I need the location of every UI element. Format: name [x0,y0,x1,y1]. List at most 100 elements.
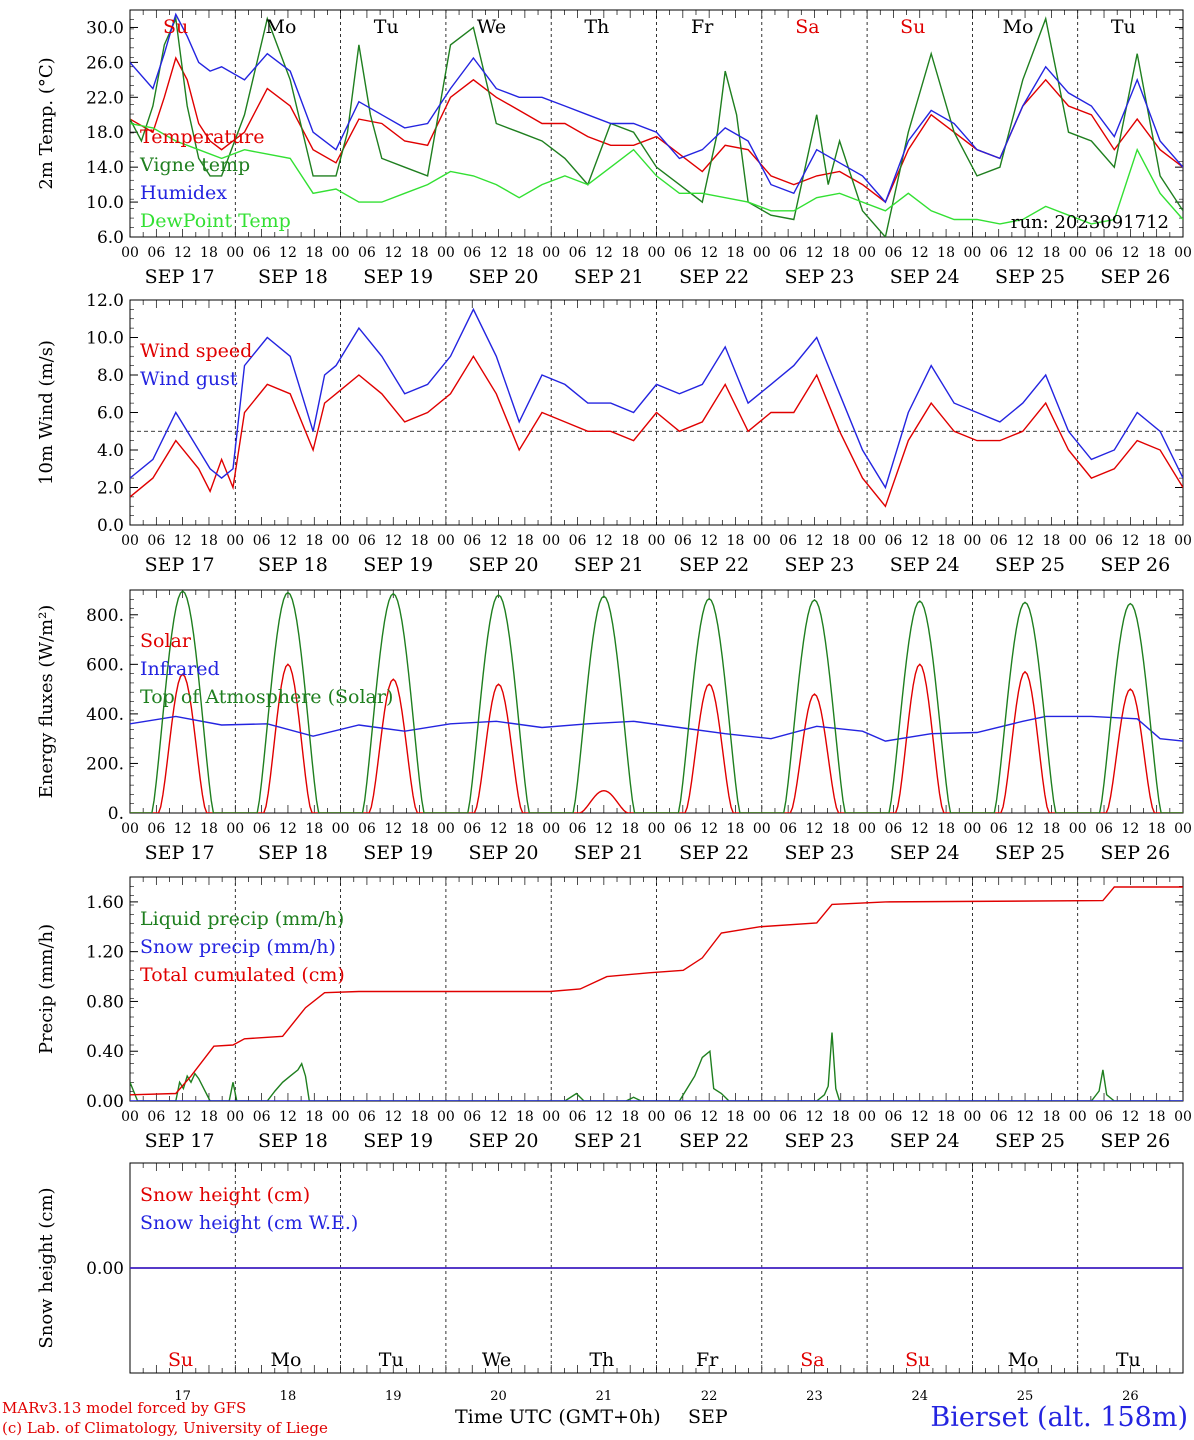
hour-tick-label: 06 [885,533,903,549]
hour-tick-label: 06 [990,245,1008,261]
date-label: SEP 21 [574,1130,644,1152]
hour-tick-label: 06 [463,533,481,549]
hour-tick-label: 00 [1069,533,1087,549]
hour-tick-label: 06 [674,1109,692,1125]
hour-tick-label: 06 [569,1109,587,1125]
weekday-label: Tu [374,16,399,38]
hour-tick-label: 00 [858,533,876,549]
y-tick-label: 0.0 [97,516,124,536]
day-number: 20 [490,1389,507,1404]
date-label: SEP 24 [890,266,960,288]
run-label: run: 2023091712 [1011,212,1169,233]
hour-tick-label: 00 [332,533,350,549]
date-label: SEP 18 [258,842,328,864]
hour-tick-label: 06 [147,821,165,837]
legend-entry: Snow precip (mm/h) [140,936,336,958]
hour-tick-label: 00 [226,245,244,261]
hour-tick-label: 12 [806,821,824,837]
date-label: SEP 17 [145,842,215,864]
date-label: SEP 20 [469,554,539,576]
hour-tick-label: 00 [226,1109,244,1125]
y-axis-label: 10m Wind (m/s) [36,340,57,485]
hour-tick-label: 06 [569,533,587,549]
legend-entry: Snow height (cm) [140,1184,310,1206]
hour-tick-label: 18 [937,1109,955,1125]
hour-tick-label: 18 [305,821,323,837]
hour-tick-label: 00 [963,245,981,261]
hour-tick-label: 06 [779,245,797,261]
date-label: SEP 17 [145,554,215,576]
hour-tick-label: 12 [174,1109,192,1125]
hour-tick-label: 12 [174,245,192,261]
hour-tick-label: 18 [200,245,218,261]
date-label: SEP 23 [784,266,854,288]
legend-entry: Infrared [140,658,220,680]
hour-tick-label: 06 [147,245,165,261]
panel-1 [129,9,1184,238]
hour-tick-label: 18 [1148,533,1166,549]
hour-tick-label: 18 [1148,821,1166,837]
hour-tick-label: 12 [384,1109,402,1125]
hour-tick-label: 00 [437,245,455,261]
hour-tick-label: 18 [621,533,639,549]
hour-tick-label: 06 [779,821,797,837]
date-label: SEP 25 [995,1130,1065,1152]
date-label: SEP 26 [1100,842,1170,864]
weekday-label: Mo [265,16,296,38]
month-label: SEP [688,1406,728,1428]
hour-tick-label: 00 [332,245,350,261]
date-label: SEP 24 [890,842,960,864]
legend-entry: Vigne temp [139,154,250,176]
date-label: SEP 17 [145,266,215,288]
hour-tick-label: 12 [1016,245,1034,261]
hour-tick-label: 18 [832,533,850,549]
hour-tick-label: 00 [437,533,455,549]
weekday-label: Su [163,16,188,38]
hour-tick-label: 00 [121,245,139,261]
hour-tick-label: 00 [437,821,455,837]
hour-tick-label: 12 [384,533,402,549]
y-tick-label: 26.0 [86,53,124,73]
series-line-dewpoint-temp [130,122,1183,225]
hour-tick-label: 00 [963,1109,981,1125]
hour-tick-label: 18 [1042,533,1060,549]
legend-entry: Snow height (cm W.E.) [140,1212,358,1234]
date-label: SEP 23 [784,1130,854,1152]
hour-tick-label: 12 [595,1109,613,1125]
date-label: SEP 17 [145,1130,215,1152]
lab-credit: (c) Lab. of Climatology, University of L… [2,1419,328,1437]
y-axis-label: 2m Temp. (°C) [36,57,57,189]
hour-tick-label: 18 [200,533,218,549]
date-label: SEP 26 [1100,554,1170,576]
hour-tick-label: 00 [542,245,560,261]
legend-entry: Humidex [140,182,227,204]
series-line-humidex [130,12,1183,204]
day-number: 25 [1017,1389,1034,1404]
hour-tick-label: 00 [1069,245,1087,261]
y-tick-label: 400. [86,705,124,725]
hour-tick-label: 06 [885,245,903,261]
hour-tick-label: 18 [1148,245,1166,261]
y-tick-label: 200. [86,754,124,774]
hour-tick-label: 18 [937,533,955,549]
hour-tick-label: 12 [1121,533,1139,549]
hour-tick-label: 18 [200,1109,218,1125]
series-line-wind-gust [130,307,1183,490]
date-label: SEP 20 [469,266,539,288]
hour-tick-label: 06 [1095,1109,1113,1125]
hour-tick-label: 06 [358,245,376,261]
hour-tick-label: 06 [463,1109,481,1125]
hour-tick-label: 00 [753,245,771,261]
hour-tick-label: 18 [516,245,534,261]
y-tick-label: 14.0 [86,158,124,178]
hour-tick-label: 06 [358,533,376,549]
hour-tick-label: 00 [1174,245,1192,261]
hour-tick-label: 06 [147,1109,165,1125]
date-label: SEP 26 [1100,1130,1170,1152]
hour-tick-label: 06 [779,533,797,549]
date-label: SEP 19 [363,554,433,576]
hour-tick-label: 00 [121,533,139,549]
hour-tick-label: 06 [990,1109,1008,1125]
hour-tick-label: 06 [463,245,481,261]
legend-entry: DewPoint Temp [140,210,291,232]
